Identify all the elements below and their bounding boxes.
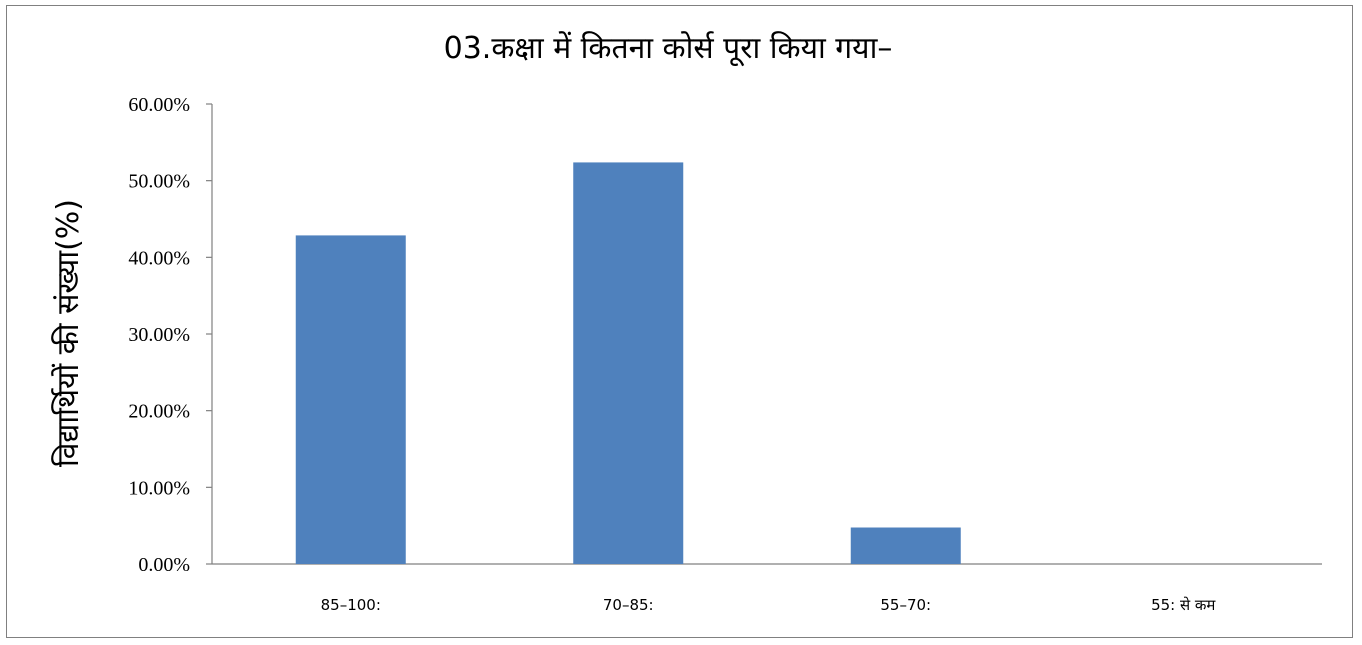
- y-axis-label: विद्यार्थियों की संख्या(%): [51, 199, 86, 467]
- y-tick-label: 20.00%: [128, 401, 190, 423]
- x-tick-label: 85–100:: [321, 596, 381, 614]
- x-tick-label: 70–85:: [603, 596, 654, 614]
- chart-title: 03.कक्षा में कितना कोर्स पूरा किया गया–: [444, 31, 893, 67]
- x-tick-label: 55: से कम: [1151, 596, 1216, 614]
- y-tick-label: 0.00%: [138, 554, 190, 576]
- y-tick-label: 40.00%: [128, 247, 190, 269]
- x-tick-labels: 85–100: 70–85: 55–70: 55: से कम: [321, 596, 1217, 614]
- bars: [295, 162, 961, 565]
- y-tick-label: 60.00%: [128, 94, 190, 116]
- y-tick-labels: 0.00% 10.00% 20.00% 30.00% 40.00% 50.00% 60.00…: [128, 94, 190, 576]
- bar: [573, 162, 684, 565]
- y-tick-label: 50.00%: [128, 171, 190, 193]
- y-tick-label: 30.00%: [128, 324, 190, 346]
- y-tick-label: 10.00%: [128, 477, 190, 499]
- bar: [850, 527, 961, 564]
- bar: [295, 235, 406, 564]
- x-tick-label: 55–70:: [880, 596, 931, 614]
